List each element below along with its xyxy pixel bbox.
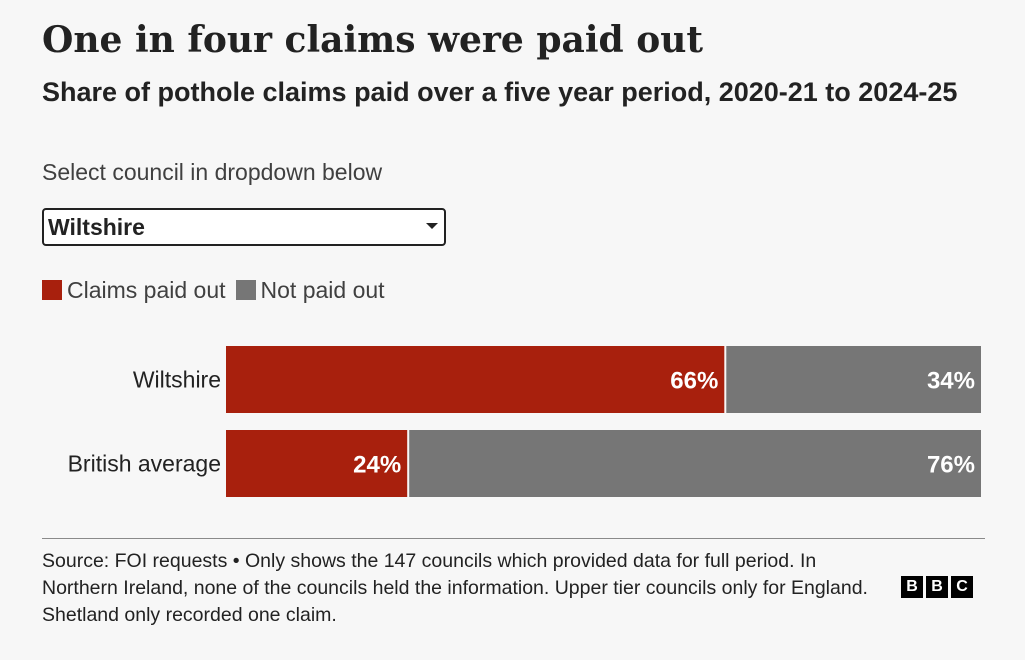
source-note: Source: FOI requests • Only shows the 14…: [42, 550, 868, 626]
stacked-bar-chart: Wiltshire 66% 34% British average 24% 76%: [68, 346, 981, 497]
category-label-wiltshire: Wiltshire: [133, 367, 221, 393]
legend-swatch-not-paid: [235, 280, 256, 300]
chart-subtitle: Share of pothole claims paid over a five…: [42, 77, 958, 107]
legend-label-not-paid: Not paid out: [260, 277, 385, 303]
bbc-logo-block-1: B: [901, 576, 923, 598]
bar-label-wiltshire-claims-paid-out: 66%: [670, 368, 718, 395]
council-dropdown[interactable]: Wiltshire: [42, 208, 446, 246]
legend-label-paid: Claims paid out: [67, 277, 226, 303]
bbc-logo-block-2: B: [926, 576, 948, 598]
legend-item-not-paid: Not paid out: [235, 275, 385, 305]
bar-label-british-average-claims-paid-out: 24%: [353, 452, 401, 479]
bar-wiltshire-not-paid-out: [726, 346, 981, 413]
bar-label-wiltshire-not-paid-out: 34%: [927, 368, 975, 395]
bar-wiltshire-claims-paid-out: [226, 346, 725, 413]
chart-legend: Claims paid out Not paid out: [42, 275, 395, 305]
bbc-logo: B B C: [901, 576, 976, 598]
dropdown-instruction: Select council in dropdown below: [42, 159, 383, 185]
legend-swatch-paid: [42, 280, 62, 300]
category-label-british-average: British average: [68, 451, 221, 477]
bar-british-average-not-paid-out: [409, 430, 981, 497]
bar-british-average-claims-paid-out: [226, 430, 408, 497]
chart-title: One in four claims were paid out: [42, 19, 704, 61]
bar-label-british-average-not-paid-out: 76%: [927, 452, 975, 479]
footer-divider: [42, 538, 985, 539]
legend-item-paid: Claims paid out: [42, 275, 226, 305]
chevron-down-icon: [426, 223, 438, 229]
bbc-logo-block-3: C: [951, 576, 973, 598]
dropdown-selected-value: Wiltshire: [48, 214, 145, 240]
